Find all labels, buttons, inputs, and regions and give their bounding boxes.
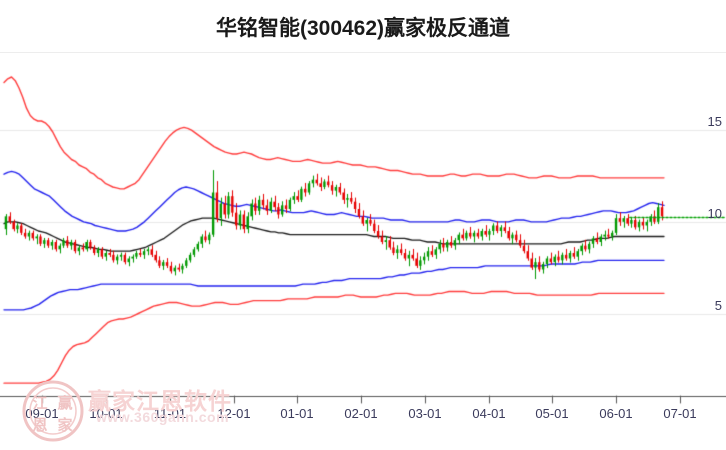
x-axis-tick-11-01: 11-01 xyxy=(153,406,187,421)
x-axis-tick-03-01: 03-01 xyxy=(408,406,442,421)
x-axis-tick-09-01: 09-01 xyxy=(25,406,59,421)
x-axis-tick-06-01: 06-01 xyxy=(599,406,633,421)
x-axis-tick-02-01: 02-01 xyxy=(344,406,378,421)
x-axis-tick-04-01: 04-01 xyxy=(472,406,506,421)
x-axis-tick-01-01: 01-01 xyxy=(280,406,314,421)
y-axis-tick-5: 5 xyxy=(714,297,722,313)
y-axis-tick-10: 10 xyxy=(707,205,722,221)
x-axis-tick-05-01: 05-01 xyxy=(535,406,569,421)
x-axis-tick-07-01: 07-01 xyxy=(663,406,697,421)
y-axis-tick-15: 15 xyxy=(707,114,722,130)
x-axis-tick-10-01: 10-01 xyxy=(89,406,123,421)
x-axis-tick-12-01: 12-01 xyxy=(217,406,251,421)
